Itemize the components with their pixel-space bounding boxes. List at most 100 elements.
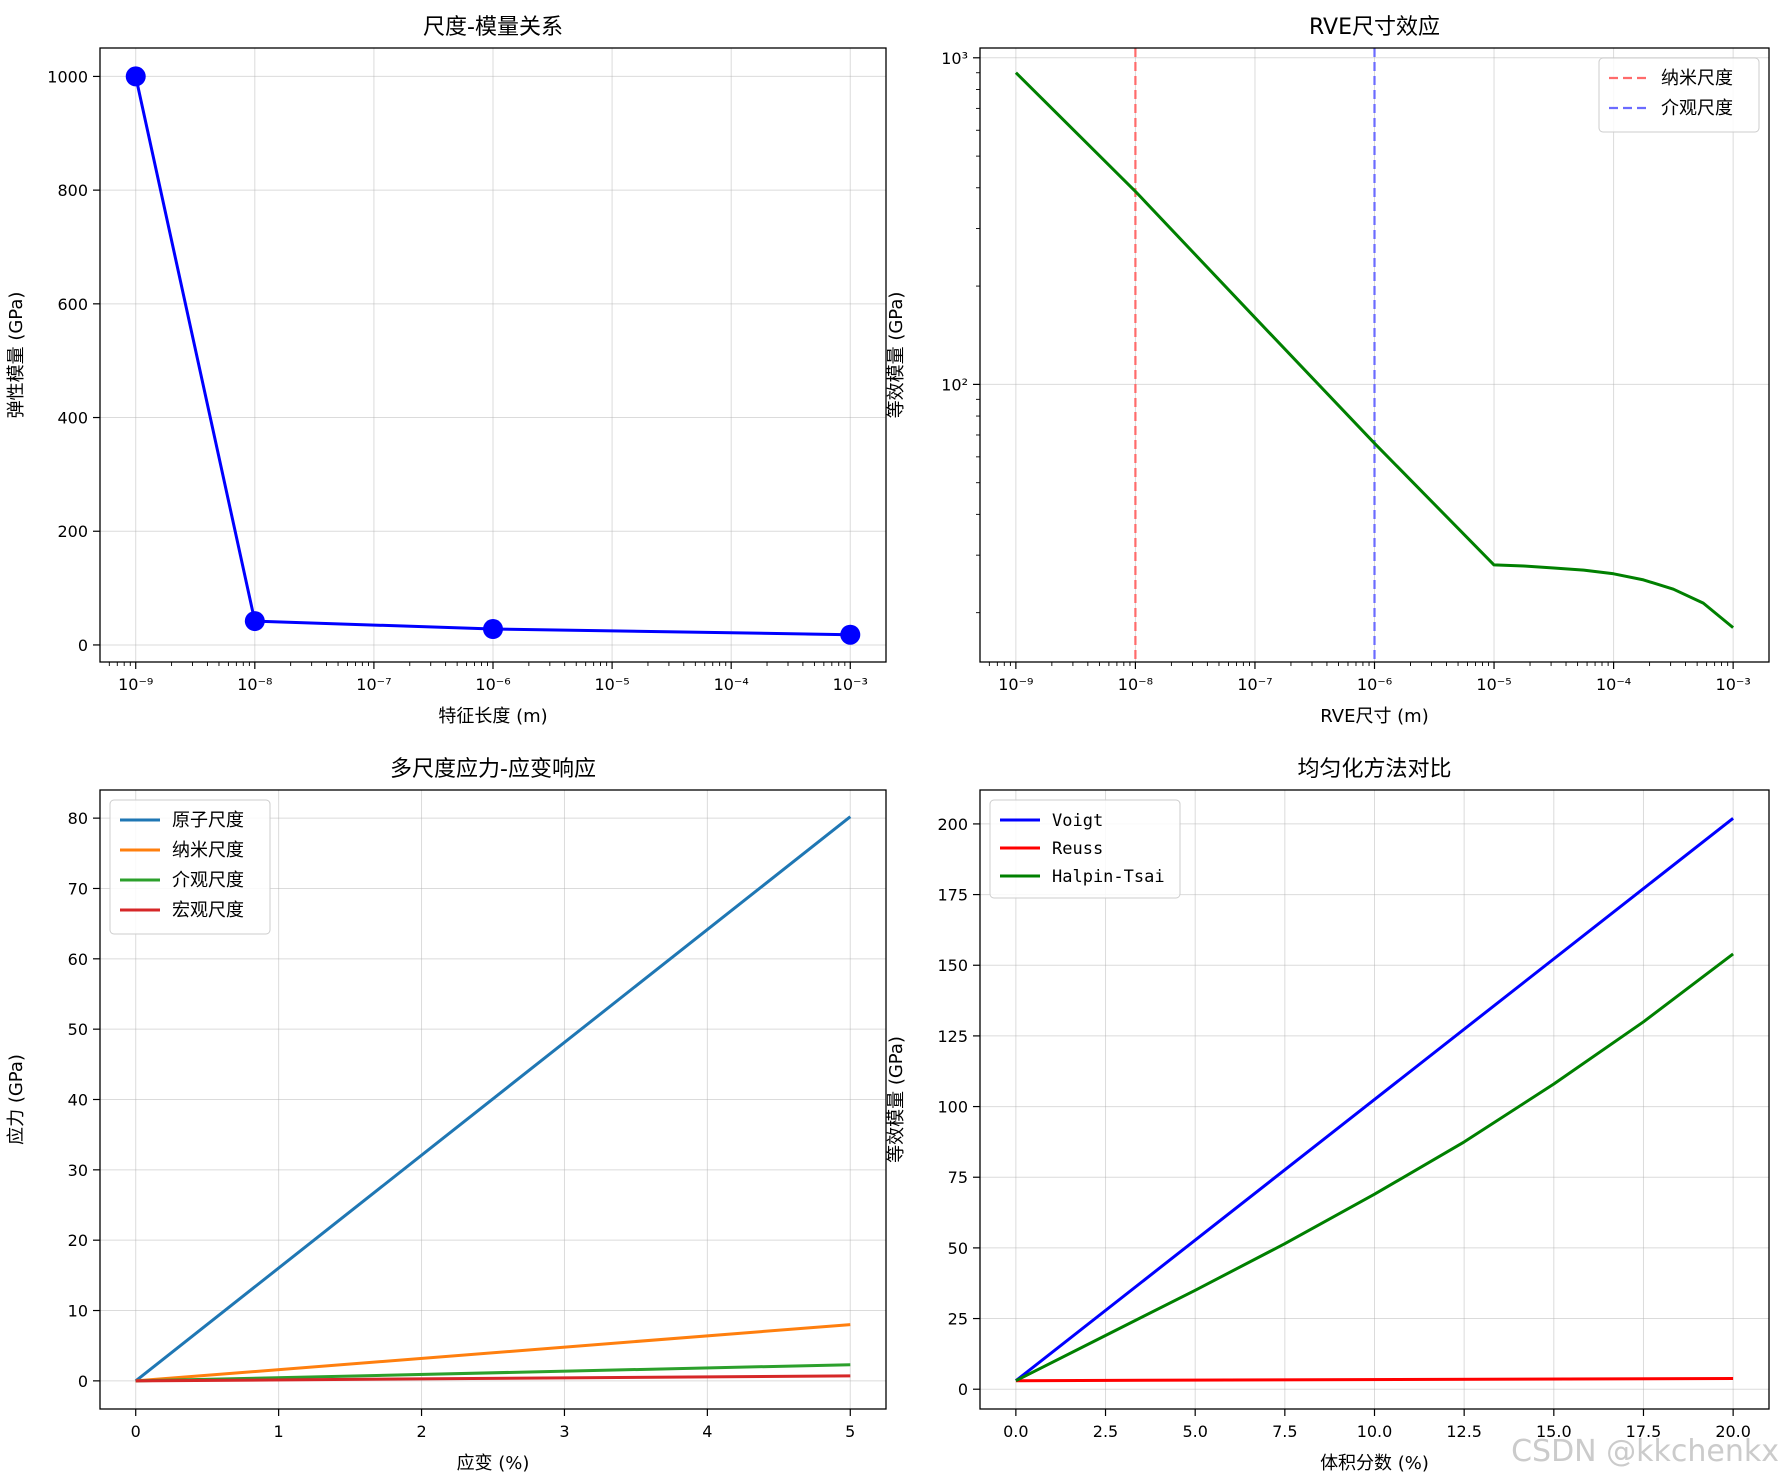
x-tick-label: 10⁻³ — [833, 675, 868, 694]
y-tick-label: 75 — [948, 1168, 968, 1187]
grid — [100, 48, 886, 662]
y-tick-label: 25 — [948, 1310, 968, 1329]
y-tick-label: 80 — [68, 809, 88, 828]
x-tick-label: 10⁻³ — [1716, 675, 1751, 694]
legend-label: Voigt — [1052, 811, 1103, 831]
x-tick-label: 4 — [702, 1422, 712, 1441]
legend-box — [989, 799, 1181, 899]
x-tick-label: 1 — [274, 1422, 284, 1441]
chart-title: RVE尺寸效应 — [1309, 15, 1440, 40]
y-tick-label: 125 — [937, 1027, 968, 1046]
data-point — [840, 624, 861, 645]
x-tick-label: 10⁻⁹ — [118, 675, 153, 694]
x-tick-label: 10⁻⁶ — [1357, 675, 1392, 694]
x-tick-label: 10⁻⁶ — [475, 675, 510, 694]
y-tick-label: 60 — [68, 950, 88, 969]
legend-label: 纳米尺度 — [172, 840, 244, 861]
y-tick-label: 1000 — [47, 67, 88, 86]
x-tick-label: 10⁻⁷ — [356, 675, 391, 694]
x-axis-label: 应变 (%) — [457, 1453, 530, 1474]
x-tick-label: 0 — [131, 1422, 141, 1441]
x-tick-label: 2.5 — [1093, 1422, 1118, 1441]
y-tick-label: 0 — [958, 1380, 968, 1399]
x-axis-label: RVE尺寸 (m) — [1320, 706, 1429, 727]
y-tick-label: 175 — [937, 886, 968, 905]
y-tick-label: 100 — [937, 1098, 968, 1117]
x-tick-label: 10⁻⁴ — [1596, 675, 1631, 694]
series-line-纳米尺度 — [135, 1323, 851, 1383]
y-tick-label: 70 — [68, 879, 88, 898]
x-tick-label: 10⁻⁹ — [998, 675, 1033, 694]
series-line-Voigt — [1014, 817, 1735, 1382]
chart-title: 多尺度应力-应变响应 — [390, 757, 596, 782]
y-tick-label: 30 — [68, 1161, 88, 1180]
data-point — [125, 66, 146, 87]
chart-scale-modulus: 10⁻⁹ 10⁻⁸ 10⁻⁷ 10⁻⁶ 10⁻⁵ 10⁻⁴ 10⁻³ 0 200 400 600 80… — [6, 15, 887, 727]
x-tick-label: 2 — [416, 1422, 426, 1441]
legend-label: Reuss — [1052, 839, 1103, 859]
x-tick-label: 15.0 — [1536, 1422, 1572, 1441]
x-tick-label: 10⁻⁵ — [594, 675, 629, 694]
legend-box — [1598, 57, 1760, 133]
y-tick-label: 200 — [937, 815, 968, 834]
x-tick-label: 20.0 — [1715, 1422, 1751, 1441]
plot-area — [134, 815, 852, 1383]
y-axis-label: 等效模量 (GPa) — [886, 292, 907, 419]
y-tick-label: 600 — [57, 295, 88, 314]
x-tick-label: 10⁻⁵ — [1476, 675, 1511, 694]
series-line-弹性模量 — [134, 76, 851, 637]
y-tick-label: 10 — [68, 1302, 88, 1321]
chart-title: 均匀化方法对比 — [1297, 757, 1451, 782]
chart-title: 尺度-模量关系 — [423, 15, 563, 40]
data-point — [244, 611, 265, 632]
y-tick-label: 40 — [68, 1091, 88, 1110]
y-tick-label: 10² — [941, 375, 968, 394]
legend: Voigt Reuss Halpin-Tsai — [989, 799, 1181, 899]
y-tick-label: 200 — [57, 522, 88, 541]
watermark: CSDN @kkchenkx — [1511, 1434, 1779, 1469]
chart-homogenization: 0.0 2.5 5.0 7.5 10.0 12.5 15.0 17.5 20.0 0 25 50 75 1… — [886, 757, 1770, 1474]
y-axis-label: 应力 (GPa) — [6, 1054, 27, 1145]
x-axis-label: 特征长度 (m) — [438, 706, 547, 727]
x-tick-label: 5.0 — [1182, 1422, 1207, 1441]
plot-area — [1014, 817, 1735, 1383]
x-tick-label: 0.0 — [1003, 1422, 1028, 1441]
x-tick-label: 10⁻⁷ — [1237, 675, 1272, 694]
x-tick-label: 7.5 — [1272, 1422, 1297, 1441]
y-tick-label: 800 — [57, 181, 88, 200]
plot-area — [134, 76, 851, 637]
x-tick-label: 10⁻⁴ — [714, 675, 749, 694]
y-axis-label: 等效模量 (GPa) — [886, 1036, 907, 1163]
y-tick-label: 0 — [78, 1372, 88, 1391]
y-tick-label: 400 — [57, 409, 88, 428]
chart-rve-size: 10⁻⁹ 10⁻⁸ 10⁻⁷ 10⁻⁶ 10⁻⁵ 10⁻⁴ 10⁻³ 10² 10³ RVE尺寸效… — [886, 15, 1770, 727]
series-line-Reuss — [1015, 1377, 1734, 1383]
x-tick-label: 10⁻⁸ — [237, 675, 272, 694]
series-line-Halpin-Tsai — [1015, 952, 1735, 1383]
series-line-等效模量 — [1014, 71, 1735, 629]
y-tick-label: 0 — [78, 636, 88, 655]
x-tick-label: 17.5 — [1626, 1422, 1662, 1441]
data-point — [483, 619, 503, 640]
x-axis-label: 体积分数 (%) — [1320, 1453, 1429, 1474]
legend-label: 原子尺度 — [172, 810, 244, 831]
legend-box — [109, 799, 271, 935]
series-line-宏观尺度 — [135, 1374, 851, 1383]
plot-area — [1014, 48, 1735, 662]
x-tick-label: 12.5 — [1446, 1422, 1482, 1441]
y-axis-label: 弹性模量 (GPa) — [6, 292, 27, 419]
y-tick-label: 50 — [68, 1020, 88, 1039]
y-tick-label: 20 — [68, 1231, 88, 1250]
x-tick-label: 5 — [845, 1422, 855, 1441]
series-line-原子尺度 — [134, 815, 852, 1383]
x-tick-label: 10.0 — [1357, 1422, 1393, 1441]
legend-label: 纳米尺度 — [1661, 68, 1733, 89]
y-tick-label: 10³ — [941, 49, 968, 68]
x-tick-label: 3 — [559, 1422, 569, 1441]
y-tick-label: 150 — [937, 956, 968, 975]
legend-label: Halpin-Tsai — [1052, 867, 1165, 887]
